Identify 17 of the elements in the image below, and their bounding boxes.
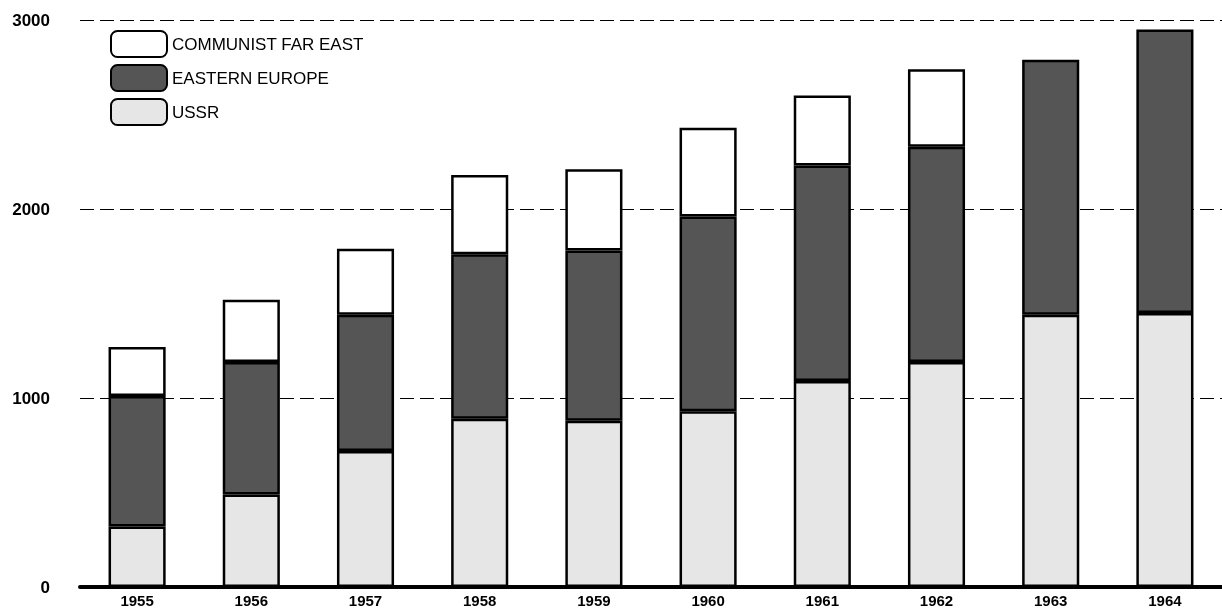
y-tick-label: 0 (40, 577, 50, 597)
x-tick-label: 1961 (805, 592, 839, 609)
legend-label: EASTERN EUROPE (172, 68, 329, 88)
legend-label: COMMUNIST FAR EAST (172, 34, 364, 54)
legend-label: USSR (172, 102, 220, 122)
x-tick-label: 1964 (1148, 592, 1183, 609)
x-tick-label: 1963 (1034, 592, 1068, 609)
x-tick-label: 1955 (120, 592, 154, 609)
y-tick-label: 1000 (12, 388, 50, 408)
y-tick-label: 3000 (12, 10, 50, 30)
x-tick-label: 1958 (463, 592, 497, 609)
x-tick-label: 1957 (348, 592, 383, 609)
x-tick-label: 1960 (691, 592, 725, 609)
x-tick-label: 1956 (234, 592, 268, 609)
y-tick-label: 2000 (12, 199, 50, 219)
x-tick-label: 1959 (577, 592, 611, 609)
x-tick-label: 1962 (919, 592, 954, 609)
